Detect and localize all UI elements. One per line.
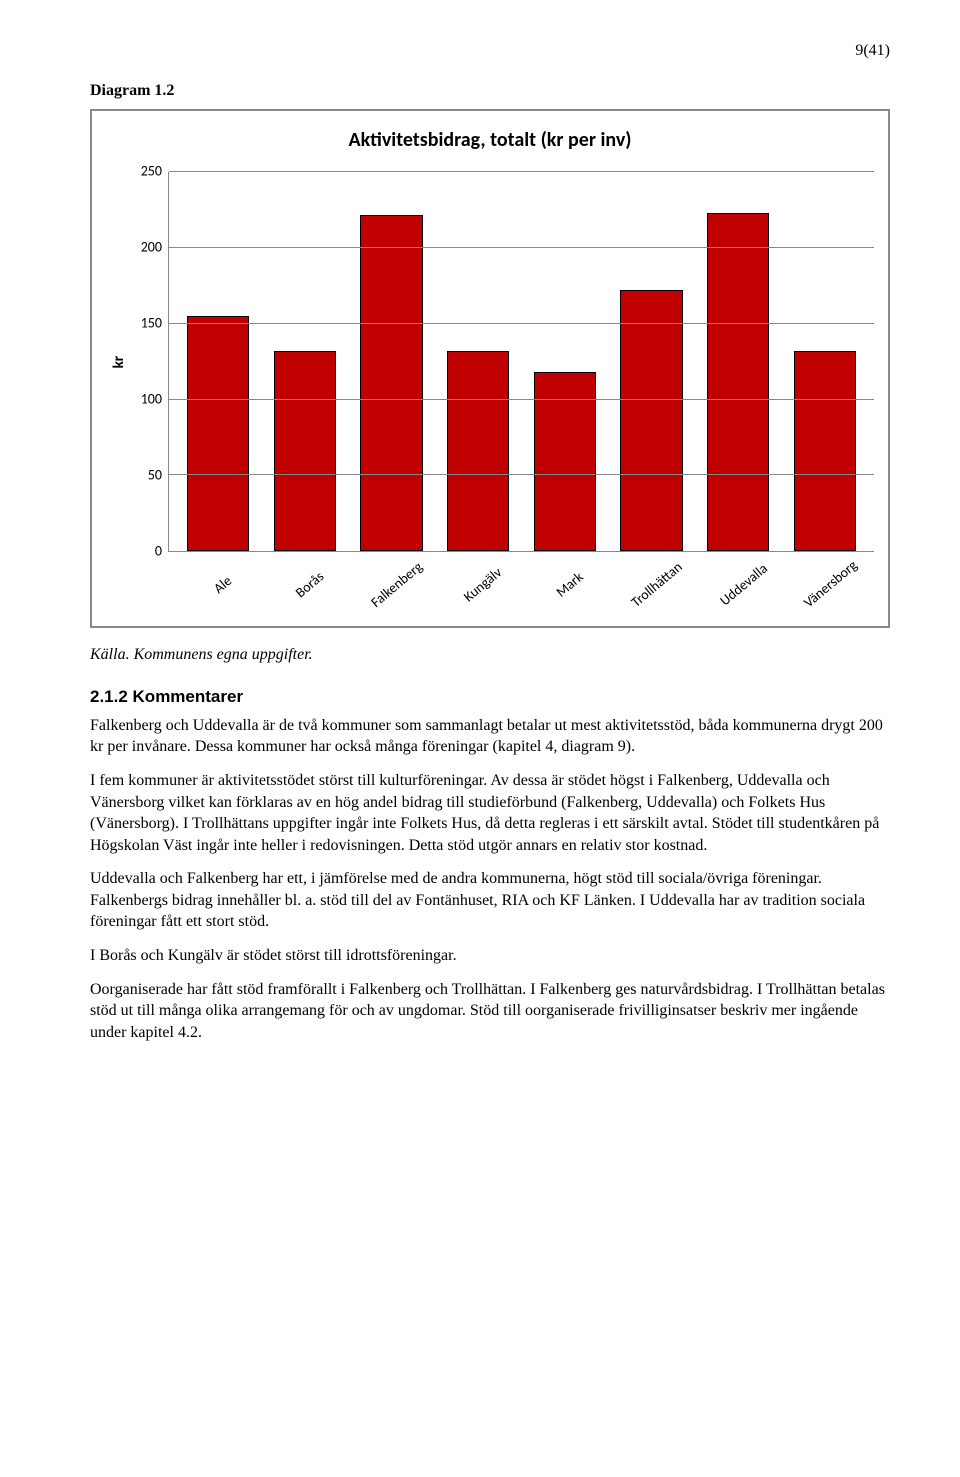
- chart-ytick: 50: [148, 467, 162, 486]
- source-line: Källa. Kommunens egna uppgifter.: [90, 644, 890, 666]
- chart-xlabel: Vänersborg: [801, 558, 893, 650]
- chart-xlabel: Mark: [540, 558, 632, 650]
- chart-ytick: 0: [155, 543, 162, 562]
- paragraph: I fem kommuner är aktivitetsstödet störs…: [90, 770, 890, 856]
- chart-gridline: [169, 323, 874, 324]
- chart-gridline: [169, 247, 874, 248]
- chart-bar: [707, 213, 769, 551]
- paragraph: Uddevalla och Falkenberg har ett, i jämf…: [90, 868, 890, 933]
- chart-xlabels: AleBoråsFalkenbergKungälvMarkTrollhättan…: [168, 552, 874, 620]
- page-number: 9(41): [90, 40, 890, 62]
- chart-xlabel: Trollhättan: [627, 558, 719, 650]
- paragraph: I Borås och Kungälv är stödet störst til…: [90, 945, 890, 967]
- chart-container: Aktivitetsbidrag, totalt (kr per inv) kr…: [90, 109, 890, 628]
- chart-ytick: 200: [141, 239, 162, 258]
- chart-plot: kr 050100150200250: [106, 172, 874, 552]
- chart-bar: [794, 351, 856, 551]
- chart-gridline: [169, 399, 874, 400]
- section-heading: 2.1.2 Kommentarer: [90, 686, 890, 709]
- chart-plot-area: [168, 172, 874, 552]
- chart-bar: [274, 351, 336, 551]
- chart-gridline: [169, 474, 874, 475]
- chart-title: Aktivitetsbidrag, totalt (kr per inv): [106, 127, 874, 154]
- chart-ytick: 150: [141, 315, 162, 334]
- chart-ylabel: kr: [109, 356, 129, 369]
- chart-bars: [169, 172, 874, 551]
- chart-xlabel: Ale: [193, 558, 285, 650]
- chart-yticks: 050100150200250: [132, 172, 168, 552]
- paragraph: Oorganiserade har fått stöd framförallt …: [90, 979, 890, 1044]
- chart-xlabel: Kungälv: [454, 558, 546, 650]
- chart-bar: [360, 215, 422, 552]
- diagram-label: Diagram 1.2: [90, 80, 890, 102]
- paragraph: Falkenberg och Uddevalla är de två kommu…: [90, 715, 890, 758]
- chart-bar: [620, 290, 682, 551]
- chart-gridline: [169, 171, 874, 172]
- chart-xlabel: Uddevalla: [714, 558, 806, 650]
- chart-bar: [447, 351, 509, 551]
- chart-xlabel: Borås: [280, 558, 372, 650]
- chart-bar: [187, 316, 249, 551]
- chart-ytick: 100: [141, 391, 162, 410]
- chart-xlabel: Falkenberg: [367, 558, 459, 650]
- chart-ytick: 250: [141, 163, 162, 182]
